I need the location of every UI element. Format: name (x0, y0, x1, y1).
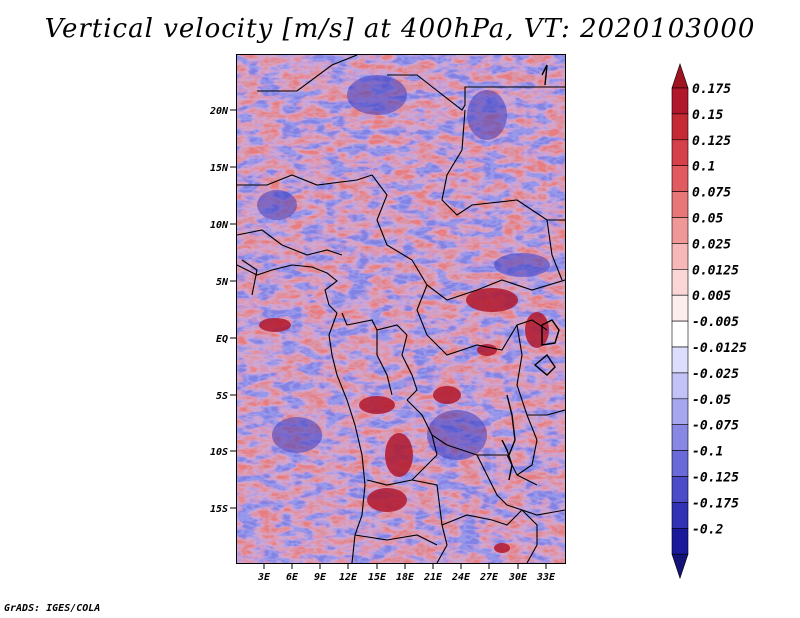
colorbar-label: -0.2 (692, 522, 723, 537)
colorbar-swatch (671, 165, 689, 192)
colorbar-swatch (671, 113, 689, 141)
colorbar-swatch (671, 398, 689, 425)
lat-tick-label: 15N (210, 163, 229, 174)
colorbar-swatch (671, 87, 689, 115)
colorbar-label: 0.175 (692, 82, 731, 97)
lat-tick-label: 10N (210, 220, 229, 231)
colorbar-label: -0.005 (692, 315, 739, 330)
country-borders (237, 55, 565, 563)
lat-tick: EQ (216, 334, 236, 345)
colorbar-labels: 0.175 0.15 0.125 0.1 0.075 0.05 0.025 0.0125 0.0… (692, 82, 747, 537)
colorbar-swatch (671, 346, 689, 374)
lat-tick: 15N (210, 163, 236, 174)
colorbar-swatch (671, 139, 689, 167)
lon-tick-label: 18E (396, 572, 415, 583)
lon-tick: 30E (508, 563, 528, 583)
colorbar-swatch (671, 502, 689, 529)
colorbar-label: 0.025 (692, 237, 731, 252)
lon-tick-label: 9E (314, 572, 327, 583)
colorbar-swatch (671, 191, 689, 218)
lat-tick-label: 15S (210, 504, 228, 515)
lon-tick: 12E (339, 563, 358, 583)
lon-tick-label: 21E (423, 572, 443, 583)
lat-tick: 5S (216, 391, 236, 402)
lat-tick-label: EQ (216, 334, 228, 345)
lon-tick: 6E (286, 563, 299, 583)
colorbar-label: 0.15 (692, 108, 723, 123)
lon-tick-label: 24E (451, 572, 471, 583)
colorbar-swatch (671, 450, 689, 477)
colorbar-label: -0.025 (692, 367, 739, 382)
lat-tick-label: 10S (210, 447, 228, 458)
strong-descent-areas (257, 75, 550, 460)
colorbar-label: 0.0125 (692, 263, 739, 278)
colorbar-swatch (671, 320, 689, 348)
lat-tick: 15S (210, 504, 236, 515)
colorbar-swatch (671, 243, 689, 270)
colorbar-label: 0.05 (692, 212, 723, 227)
lat-tick-label: 5N (216, 277, 229, 288)
colorbar-boxes (671, 63, 689, 580)
colorbar-label: -0.05 (692, 393, 731, 408)
lon-tick-label: 30E (508, 572, 528, 583)
lat-tick: 10N (210, 220, 236, 231)
colorbar-swatch (671, 294, 689, 322)
lat-tick: 20N (209, 106, 236, 117)
colorbar-label: 0.005 (692, 289, 731, 304)
colorbar-swatch (671, 217, 689, 244)
velocity-field (237, 55, 565, 563)
lon-tick-label: 33E (536, 572, 556, 583)
colorbar-label: -0.0125 (692, 341, 747, 356)
map-title: Vertical velocity [m/s] at 400hPa, VT: 2… (44, 14, 756, 44)
colorbar-swatch (671, 424, 689, 451)
lon-tick: 18E (396, 563, 415, 583)
vertical-velocity-map (236, 54, 566, 564)
colorbar-label: 0.1 (692, 160, 715, 175)
lon-tick-label: 15E (368, 572, 387, 583)
lon-tick: 15E (368, 563, 387, 583)
colorbar-swatch (671, 372, 689, 400)
lon-tick: 24E (451, 563, 471, 583)
colorbar-swatch (671, 527, 689, 555)
lon-tick: 9E (314, 563, 327, 583)
lakes (501, 64, 560, 481)
lon-tick: 3E (257, 563, 271, 583)
colorbar-top-arrow (671, 63, 689, 89)
lon-tick: 21E (423, 563, 443, 583)
colorbar-label: -0.175 (692, 496, 739, 511)
lon-tick: 33E (536, 563, 556, 583)
lon-tick-label: 6E (286, 572, 299, 583)
lon-tick-label: 12E (339, 572, 358, 583)
colorbar-swatch (671, 268, 689, 296)
latitude-axis: 20N 15N 10N 5N EQ 5S 10S 15S (209, 106, 236, 515)
colorbar-swatch (671, 476, 689, 503)
colorbar-bottom-arrow (671, 553, 689, 580)
strong-ascent-areas (259, 288, 549, 553)
lon-tick-label: 3E (257, 572, 271, 583)
longitude-axis: 3E 6E 9E 12E 15E 18E 21E 24E 27E 30E 33E (257, 563, 556, 583)
lat-tick-label: 5S (216, 391, 228, 402)
colorbar-label: -0.125 (692, 471, 739, 486)
lat-tick: 5N (216, 277, 236, 288)
colorbar-label: 0.125 (692, 134, 731, 149)
lon-tick-label: 27E (479, 572, 499, 583)
colorbar-label: -0.075 (692, 419, 739, 434)
colorbar-label: 0.075 (692, 186, 731, 201)
lat-tick-label: 20N (209, 106, 229, 117)
grads-credit: GrADS: IGES/COLA (4, 603, 101, 614)
lon-tick: 27E (479, 563, 499, 583)
lat-tick: 10S (210, 447, 236, 458)
colorbar-label: -0.1 (692, 445, 723, 460)
